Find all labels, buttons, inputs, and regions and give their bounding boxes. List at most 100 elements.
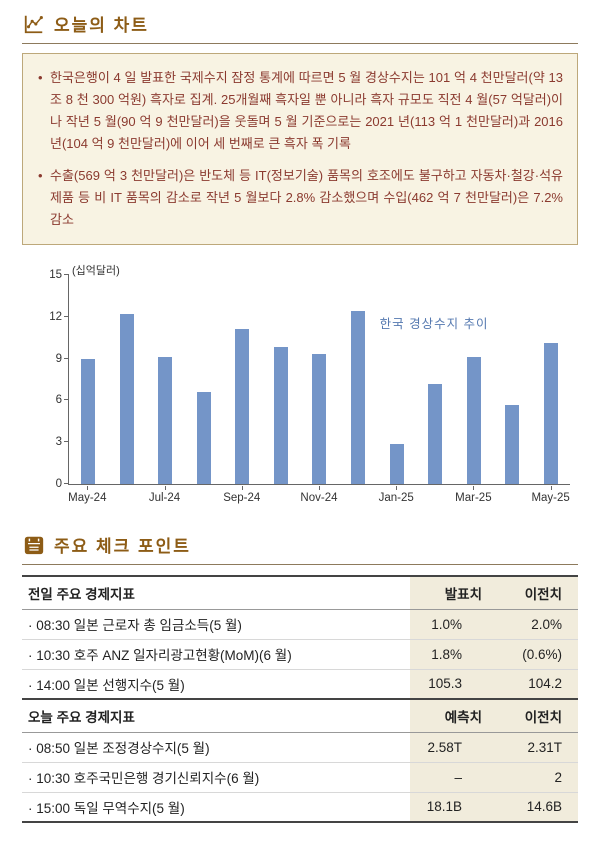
chart-series-label: 한국 경상수지 추이 xyxy=(379,317,489,331)
bar-slot xyxy=(531,275,570,484)
indicator-value-1: 18.1B xyxy=(410,792,492,822)
bar-slot xyxy=(339,275,378,484)
value-col-header-2: 이전치 xyxy=(492,699,578,732)
summary-box: 한국은행이 4 일 발표한 국제수지 잠정 통계에 따르면 5 월 경상수지는 … xyxy=(22,53,578,245)
x-tick-label xyxy=(184,486,223,504)
y-tick-mark xyxy=(64,441,69,443)
y-tick-label: 6 xyxy=(55,394,62,407)
indicator-name: · 15:00 독일 무역수지(5 월) xyxy=(28,800,185,816)
economic-indicators-table: 전일 주요 경제지표 발표치 이전치 · 08:30 일본 근로자 총 임금소득(5 … xyxy=(22,575,578,823)
chart-section: 오늘의 차트 한국은행이 4 일 발표한 국제수지 잠정 통계에 따르면 5 월… xyxy=(22,8,578,513)
bar-slot xyxy=(262,275,301,484)
x-tick-label xyxy=(261,486,300,504)
value-col-header-2: 이전치 xyxy=(492,576,578,609)
y-tick-mark xyxy=(64,483,69,484)
indicator-name: · 08:30 일본 근로자 총 임금소득(5 월) xyxy=(28,618,242,633)
table-section-title: 오늘 주요 경제지표 xyxy=(28,709,135,725)
bar-slot xyxy=(300,275,339,484)
table-row: · 15:00 독일 무역수지(5 월) 18.1B 14.6B xyxy=(22,792,578,822)
chart-bar-Feb-25 xyxy=(428,383,443,484)
table-section-header-row: 오늘 주요 경제지표 예측치 이전치 xyxy=(22,699,578,732)
indicator-value-1: 1.0% xyxy=(410,609,492,639)
indicator-value-2: 2.31T xyxy=(492,732,578,762)
checklist-calendar-icon xyxy=(24,536,44,554)
y-axis-unit-label: (십억달러) xyxy=(72,265,120,277)
indicator-name: · 10:30 호주 ANZ 일자리광고현황(MoM)(6 월) xyxy=(28,648,292,663)
table-section-title: 전일 주요 경제지표 xyxy=(28,586,135,602)
chart-bar-Aug-24 xyxy=(196,392,211,484)
chart-bar-Apr-25 xyxy=(505,404,520,484)
chart-bar-Sep-24 xyxy=(235,329,250,484)
summary-bullet-2: 수출(569 억 3 천만달러)은 반도체 등 IT(정보기술) 품목의 호조에… xyxy=(37,165,563,231)
value-col-header-1: 예측치 xyxy=(410,699,492,732)
indicator-name: · 08:50 일본 조정경상수지(5 월) xyxy=(28,741,210,756)
chart-section-title: 오늘의 차트 xyxy=(54,16,149,35)
bar-slot xyxy=(108,275,147,484)
indicator-value-1: – xyxy=(410,762,492,792)
y-tick-label: 0 xyxy=(55,478,62,490)
x-tick-label: Jan-25 xyxy=(377,486,416,504)
bar-slot xyxy=(185,275,224,484)
checkpoints-section-header: 주요 체크 포인트 xyxy=(22,529,578,565)
y-tick-label: 3 xyxy=(55,436,62,449)
x-axis-labels: May-24 Jul-24 Sep-24 Nov-24 Jan-25 Mar-25 May-… xyxy=(68,486,570,504)
indicator-value-2: 2.0% xyxy=(492,609,578,639)
checkpoints-section-title: 주요 체크 포인트 xyxy=(54,537,191,556)
y-tick-label: 15 xyxy=(49,269,62,281)
indicator-value-2: 104.2 xyxy=(492,669,578,699)
chart-bar-Jun-24 xyxy=(119,314,134,484)
chart-bar-Nov-24 xyxy=(312,354,327,484)
indicators-table-body: 전일 주요 경제지표 발표치 이전치 · 08:30 일본 근로자 총 임금소득(5 … xyxy=(22,576,578,822)
bar-slot xyxy=(377,275,416,484)
chart-plot-area: 한국 경상수지 추이 0 3 6 9 12 15 xyxy=(49,269,570,490)
checkpoints-section: 주요 체크 포인트 전일 주요 경제지표 발표치 이전치 · 08:30 일본 근로자… xyxy=(22,529,578,823)
summary-bullet-1: 한국은행이 4 일 발표한 국제수지 잠정 통계에 따르면 5 월 경상수지는 … xyxy=(37,67,563,155)
indicator-name: · 14:00 일본 선행지수(5 월) xyxy=(28,677,185,693)
x-tick-label xyxy=(415,486,454,504)
chart-section-header: 오늘의 차트 xyxy=(22,8,578,44)
indicator-value-2: 14.6B xyxy=(492,792,578,822)
indicator-value-2: (0.6%) xyxy=(492,639,578,669)
table-section-header-row: 전일 주요 경제지표 발표치 이전치 xyxy=(22,576,578,609)
x-tick-label: Jul-24 xyxy=(145,486,184,504)
y-tick-label: 12 xyxy=(49,310,62,323)
x-tick-label: Sep-24 xyxy=(222,486,261,504)
y-tick-mark xyxy=(64,357,69,359)
x-tick-label: Mar-25 xyxy=(454,486,493,504)
indicator-value-1: 2.58T xyxy=(410,732,492,762)
bar-slot xyxy=(223,275,262,484)
value-col-header-1: 발표치 xyxy=(410,576,492,609)
indicator-value-1: 105.3 xyxy=(410,669,492,699)
chart-bars xyxy=(69,275,570,484)
summary-list: 한국은행이 4 일 발표한 국제수지 잠정 통계에 따르면 5 월 경상수지는 … xyxy=(37,67,563,231)
table-row: · 08:30 일본 근로자 총 임금소득(5 월) 1.0% 2.0% xyxy=(22,609,578,639)
chart-bar-Jan-25 xyxy=(389,443,404,484)
chart-bar-Jul-24 xyxy=(158,357,173,484)
indicator-value-1: 1.8% xyxy=(410,639,492,669)
indicator-name: · 10:30 호주국민은행 경기신뢰지수(6 월) xyxy=(28,771,260,786)
x-tick-label xyxy=(493,486,532,504)
table-row: · 10:30 호주 ANZ 일자리광고현황(MoM)(6 월) 1.8% (0.6… xyxy=(22,639,578,669)
chart-bar-Mar-25 xyxy=(466,357,481,484)
bar-slot xyxy=(69,275,108,484)
table-row: · 08:50 일본 조정경상수지(5 월) 2.58T 2.31T xyxy=(22,732,578,762)
bar-slot xyxy=(454,275,493,484)
current-account-bar-chart: (십억달러) 한국 경상수지 추이 0 3 6 9 12 15 May-24 Jul-24 S… xyxy=(22,259,578,513)
indicator-value-2: 2 xyxy=(492,762,578,792)
chart-bar-Dec-24 xyxy=(350,311,365,484)
table-row: · 10:30 호주국민은행 경기신뢰지수(6 월) –2 xyxy=(22,762,578,792)
line-chart-icon xyxy=(24,15,43,33)
bar-slot xyxy=(146,275,185,484)
bar-slot xyxy=(493,275,532,484)
x-tick-label xyxy=(107,486,146,504)
x-tick-label xyxy=(338,486,377,504)
x-tick-label: May-24 xyxy=(68,486,107,504)
table-row: · 14:00 일본 선행지수(5 월) 105.3 104.2 xyxy=(22,669,578,699)
y-tick-mark xyxy=(64,315,69,317)
y-tick-mark xyxy=(64,274,69,275)
x-tick-label: Nov-24 xyxy=(300,486,339,504)
chart-bar-May-25 xyxy=(543,343,558,484)
chart-bar-May-24 xyxy=(81,358,96,484)
y-tick-mark xyxy=(64,399,69,401)
